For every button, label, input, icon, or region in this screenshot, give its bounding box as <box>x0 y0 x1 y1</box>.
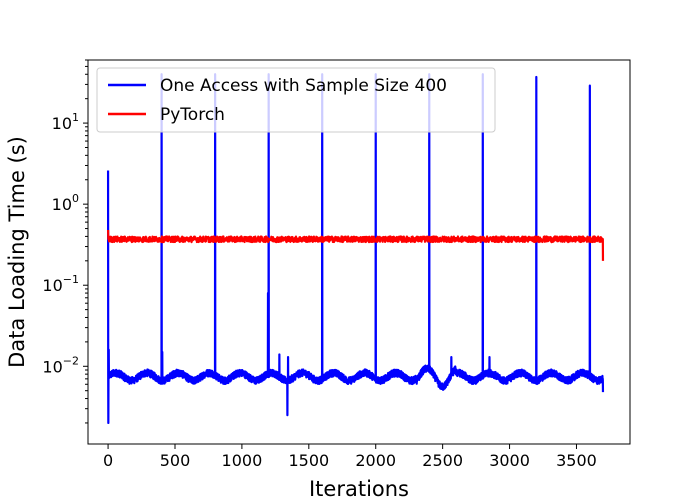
x-tick-label: 2000 <box>355 451 396 470</box>
y-tick-label: 10−2 <box>42 354 79 376</box>
series-layer <box>106 73 605 425</box>
y-tick-label: 101 <box>52 111 79 133</box>
legend-label-pytorch: PyTorch <box>160 105 225 125</box>
y-tick-label: 100 <box>52 192 79 214</box>
x-tick-label: 3500 <box>556 451 597 470</box>
x-tick-label: 0 <box>103 451 113 470</box>
legend-label-one-access: One Access with Sample Size 400 <box>160 76 447 96</box>
plot-frame <box>87 59 631 445</box>
x-axis: 0 500 1000 1500 2000 2500 3000 3500 <box>103 444 597 470</box>
x-tick-label: 1500 <box>288 451 329 470</box>
y-tick-label: 10−1 <box>42 273 79 295</box>
series-line-pytorch <box>106 229 605 261</box>
x-tick-label: 500 <box>160 451 191 470</box>
legend: One Access with Sample Size 400 PyTorch <box>96 67 496 133</box>
x-tick-label: 3000 <box>489 451 530 470</box>
series-line-one-access <box>106 73 605 425</box>
legend-box <box>96 67 496 133</box>
y-axis-label: Data Loading Time (s) <box>5 136 29 368</box>
x-axis-label: Iterations <box>309 477 409 500</box>
y-axis: 10−2 10−1 100 101 <box>42 59 88 424</box>
x-tick-label: 1000 <box>222 451 263 470</box>
x-tick-label: 2500 <box>422 451 463 470</box>
